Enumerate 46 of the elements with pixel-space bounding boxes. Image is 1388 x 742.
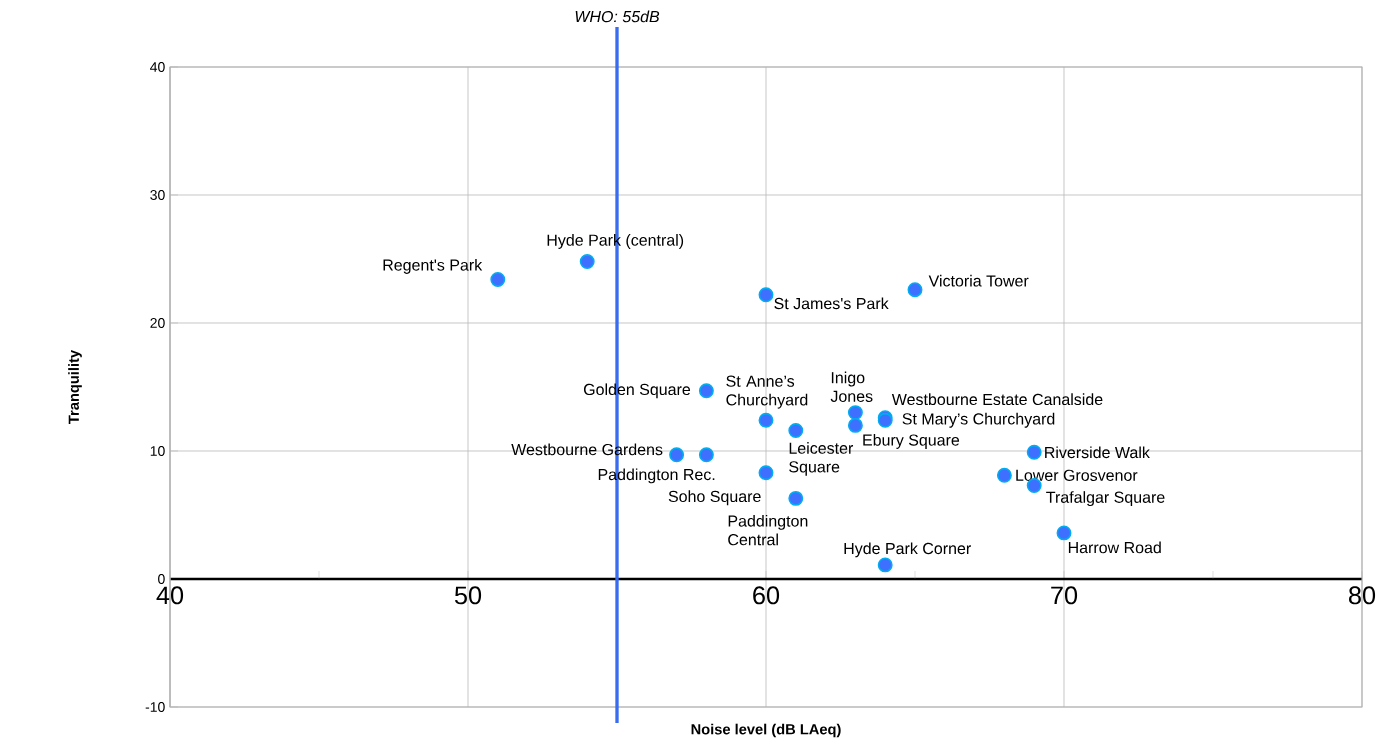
y-tick-label: 20: [150, 318, 165, 328]
annotation: Westbourne Estate Canalside: [891, 393, 1103, 406]
point: [1026, 444, 1042, 460]
point: [907, 282, 923, 298]
annotation: Leicester Square: [789, 442, 854, 476]
point: [758, 287, 774, 303]
y-tick-label: 30: [150, 190, 165, 200]
point: [877, 557, 893, 573]
annotation: Trafalgar Square: [1046, 491, 1165, 507]
point: [698, 383, 714, 399]
ref-line-label: WHO: 55dB: [575, 10, 660, 23]
point: [1056, 525, 1072, 541]
y-tick-label: -10: [145, 702, 165, 712]
annotation: St Anne’s Churchyard: [726, 375, 808, 409]
annotation: Paddington Central: [728, 514, 808, 546]
x-tick-label: 60: [753, 586, 780, 605]
point: [788, 490, 804, 506]
point: [847, 405, 863, 421]
x-tick-label: 50: [454, 586, 482, 605]
point: [579, 254, 595, 270]
annotation: Soho Square: [668, 490, 761, 506]
point: [669, 447, 685, 463]
annotation: Victoria Tower: [928, 274, 1029, 287]
annotation: Inigo Jones: [830, 371, 873, 402]
y-tick-label: 0: [158, 574, 165, 584]
point: [758, 465, 774, 481]
point: [996, 467, 1012, 483]
x-tick-label: 70: [1051, 586, 1078, 605]
x-axis-title: Noise level (dB LAeq): [691, 723, 841, 738]
annotation: Hyde Park Corner: [844, 542, 971, 558]
point: [758, 412, 774, 428]
y-axis-title: Tranquility: [68, 349, 82, 424]
annotation: Regent's Park: [383, 258, 483, 274]
annotation: Lower Grosvenor: [1016, 469, 1138, 481]
annotation: St James's Park: [774, 297, 889, 310]
y-tick-label: 10: [150, 446, 165, 456]
annotation: Ebury Square: [863, 434, 960, 449]
point: [490, 272, 506, 287]
point: [847, 417, 863, 433]
y-tick-label: 40: [150, 62, 165, 72]
annotation: Riverside Walk: [1045, 446, 1150, 459]
point: [788, 423, 804, 438]
point: [698, 447, 714, 463]
x-tick-label: 80: [1349, 586, 1376, 605]
annotation: St Mary’s Churchyard: [902, 412, 1055, 428]
annotation: Harrow Road: [1068, 541, 1161, 554]
